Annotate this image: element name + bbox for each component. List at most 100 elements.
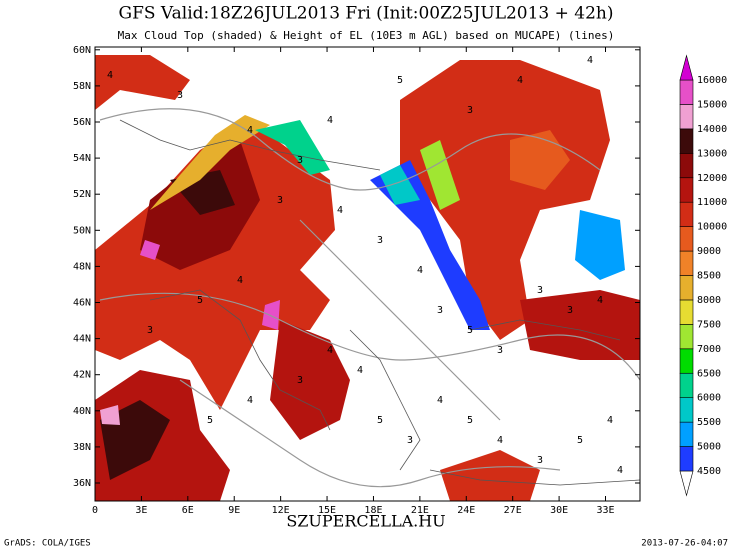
lon-label: 33E — [596, 505, 614, 516]
colorbar-segment — [679, 79, 694, 105]
colorbar-segment — [679, 177, 694, 203]
lat-label: 54N — [73, 153, 91, 164]
lat-label: 56N — [73, 117, 91, 128]
contour-label: 3 — [467, 105, 473, 116]
map: 60N 58N 56N 54N 52N 50N 48N 46N 44N 42N 40N 38N 36N 0… — [73, 45, 641, 516]
colorbar-segment — [679, 348, 694, 374]
contour-label: 3 — [297, 155, 303, 166]
colorbar: 4500 5000 5500 6000 6500 7000 7500 8000 8500 9000… — [679, 54, 727, 497]
contour-label: 5 — [377, 415, 383, 426]
lat-label: 36N — [73, 478, 91, 489]
contour-label: 4 — [247, 395, 253, 406]
contour-label: 4 — [327, 345, 333, 356]
colorbar-label: 5000 — [697, 442, 721, 453]
colorbar-label: 4500 — [697, 466, 721, 477]
lat-label: 52N — [73, 189, 91, 200]
lat-label: 48N — [73, 261, 91, 272]
contour-label: 4 — [587, 55, 593, 66]
contour-label: 4 — [437, 395, 443, 406]
subtitle: Max Cloud Top (shaded) & Height of EL (1… — [118, 29, 615, 42]
axes: 60N 58N 56N 54N 52N 50N 48N 46N 44N 42N 40N 38N 36N 0… — [73, 45, 640, 516]
colorbar-segment — [679, 153, 694, 179]
contour-label: 3 — [277, 195, 283, 206]
lat-label: 38N — [73, 442, 91, 453]
contour-label: 3 — [537, 285, 543, 296]
colorbar-label: 8000 — [697, 295, 721, 306]
colorbar-label: 13000 — [697, 148, 727, 159]
timestamp: 2013-07-26-04:07 — [641, 539, 728, 549]
lon-label: 18E — [364, 505, 382, 516]
contour-labels: 4 3 4 3 4 3 4 3 5 3 3 3 4 3 4 4 5 4 3 4 4 5 3 4 5 4 3 5 4 3 5 4 3 4 5 4 — [107, 55, 623, 476]
colorbar-segment — [679, 446, 694, 472]
contour-label: 5 — [467, 415, 473, 426]
contour-label: 3 — [407, 435, 413, 446]
colorbar-label: 6000 — [697, 393, 721, 404]
lon-label: 0 — [92, 505, 98, 516]
contour-label: 3 — [377, 235, 383, 246]
contour-label: 4 — [517, 75, 523, 86]
contour-label: 4 — [597, 295, 603, 306]
lat-label: 58N — [73, 81, 91, 92]
colorbar-segment — [679, 372, 694, 398]
lon-label: 30E — [550, 505, 568, 516]
lon-label: 6E — [182, 505, 194, 516]
colorbar-label: 15000 — [697, 99, 727, 110]
colorbar-segment — [679, 275, 694, 301]
contour-label: 4 — [327, 115, 333, 126]
colorbar-label: 5500 — [697, 417, 721, 428]
contour-label: 3 — [177, 90, 183, 101]
contour-label: 3 — [297, 375, 303, 386]
colorbar-label: 7000 — [697, 344, 721, 355]
colorbar-label: 9000 — [697, 246, 721, 257]
colorbar-segment — [679, 250, 694, 276]
contour-label: 4 — [237, 275, 243, 286]
contour-label: 4 — [107, 70, 113, 81]
credit: GrADS: COLA/IGES — [4, 539, 91, 549]
colorbar-label: 11000 — [697, 197, 727, 208]
colorbar-label: 7500 — [697, 319, 721, 330]
contour-label: 5 — [197, 295, 203, 306]
lon-label: 24E — [457, 505, 475, 516]
colorbar-low-arrow — [679, 470, 694, 497]
contour-label: 4 — [617, 465, 623, 476]
lat-label: 60N — [73, 45, 91, 56]
lat-label: 42N — [73, 370, 91, 381]
colorbar-label: 6500 — [697, 368, 721, 379]
contour-label: 3 — [147, 325, 153, 336]
lon-label: 21E — [411, 505, 429, 516]
colorbar-segment — [679, 421, 694, 447]
colorbar-segment — [679, 226, 694, 252]
contour-label: 3 — [497, 345, 503, 356]
colorbar-label: 16000 — [697, 75, 727, 86]
colorbar-segment — [679, 201, 694, 227]
colorbar-label: 14000 — [697, 124, 727, 135]
colorbar-segment — [679, 324, 694, 350]
site-name: SZUPERCELLA.HU — [286, 512, 445, 531]
lat-label: 46N — [73, 298, 91, 309]
contour-label: 3 — [537, 455, 543, 466]
contour-label: 3 — [437, 305, 443, 316]
lon-label: 3E — [135, 505, 147, 516]
contour-label: 4 — [337, 205, 343, 216]
lat-label: 40N — [73, 406, 91, 417]
lon-label: 27E — [504, 505, 522, 516]
contour-label: 4 — [607, 415, 613, 426]
contour-label: 4 — [417, 265, 423, 276]
contour-label: 5 — [397, 75, 403, 86]
shading — [95, 55, 640, 501]
colorbar-segment — [679, 397, 694, 423]
lat-label: 44N — [73, 334, 91, 345]
contour-label: 4 — [247, 125, 253, 136]
contours — [99, 108, 640, 488]
map-frame — [94, 46, 641, 502]
contour-label: 4 — [497, 435, 503, 446]
colorbar-label: 10000 — [697, 222, 727, 233]
contour-label: 3 — [567, 305, 573, 316]
contour-label: 5 — [467, 325, 473, 336]
colorbar-high-arrow — [679, 54, 694, 81]
contour-label: 5 — [207, 415, 213, 426]
lat-label: 50N — [73, 225, 91, 236]
colorbar-label: 8500 — [697, 271, 721, 282]
colorbar-segment — [679, 104, 694, 130]
